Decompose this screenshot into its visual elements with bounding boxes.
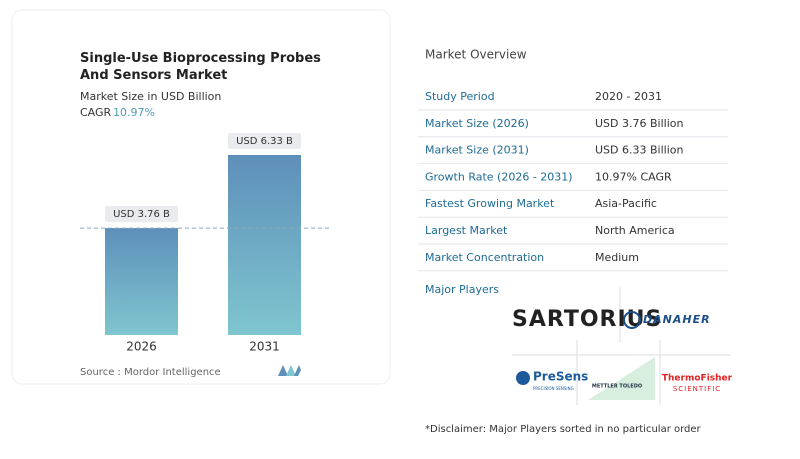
logo-thermo: ThermoFisher	[662, 374, 733, 384]
row-value: North America	[595, 224, 675, 237]
row-value: USD 6.33 Billion	[595, 144, 683, 157]
value-label-box	[228, 133, 301, 149]
logo-thermo-sub: SCIENTIFIC	[673, 385, 721, 393]
row-bg	[418, 244, 728, 271]
source: Source : Mordor Intelligence	[80, 367, 221, 378]
chart-subtitle: Market Size in USD Billion	[80, 90, 221, 103]
title-box: Single-Use Bioprocessing Probes And Sens…	[80, 51, 321, 83]
logo-danaher: DANAHER	[643, 313, 711, 326]
row-value: Medium	[595, 251, 639, 264]
logo-presens: PreSens	[533, 370, 588, 384]
row-bg	[418, 137, 728, 164]
value-label: USD 3.76 B	[113, 209, 170, 220]
logo-grid	[512, 287, 730, 405]
bar	[105, 228, 178, 335]
presens-icon	[516, 371, 530, 385]
overview-table: Study Period 2020 - 2031 Market Size (2026…	[418, 84, 728, 272]
row-bg	[418, 191, 728, 218]
row-value: 2020 - 2031	[595, 90, 662, 103]
chart-title: Single-Use Bioprocessing Probes And Sens…	[80, 51, 321, 83]
row-value: USD 3.76 Billion	[595, 117, 683, 130]
row-label: Market Concentration	[425, 251, 544, 264]
x-tick-label: 2031	[249, 340, 280, 354]
row-bg	[418, 218, 728, 244]
row-value: 10.97% CAGR	[595, 170, 672, 183]
row-value: Asia-Pacific	[595, 197, 657, 210]
row-bg	[418, 110, 728, 137]
row-label: Largest Market	[425, 224, 508, 237]
mordor-logo	[278, 365, 301, 376]
logo-mettler: METTLER TOLEDO	[592, 384, 642, 390]
row-label: Market Size (2031)	[425, 144, 529, 157]
row-bg	[418, 84, 728, 110]
row-label: Growth Rate (2026 - 2031)	[425, 170, 573, 183]
players-title: Major Players	[425, 283, 499, 296]
plot: USD 3.76 B 2026 USD 6.33 B 2031	[80, 133, 330, 354]
bar	[228, 155, 301, 335]
value-label-box	[105, 206, 178, 223]
cagr-label: CAGR	[80, 106, 112, 119]
disclaimer: *Disclaimer: Major Players sorted in no …	[425, 424, 702, 435]
row-label: Study Period	[425, 90, 495, 103]
mettler-shape	[588, 357, 655, 400]
cagr-value: 10.97%	[113, 106, 155, 119]
row-label: Fastest Growing Market	[425, 197, 555, 210]
logo-sartorius: SARTORIUS	[512, 307, 662, 332]
x-tick-label: 2026	[126, 340, 157, 354]
row-bg	[418, 164, 728, 191]
value-label: USD 6.33 B	[236, 136, 293, 147]
overview-title: Market Overview	[425, 48, 527, 62]
logo-presens-sub: PRECISION SENSING	[533, 386, 574, 391]
danaher-icon	[623, 311, 641, 329]
row-label: Market Size (2026)	[425, 117, 529, 130]
